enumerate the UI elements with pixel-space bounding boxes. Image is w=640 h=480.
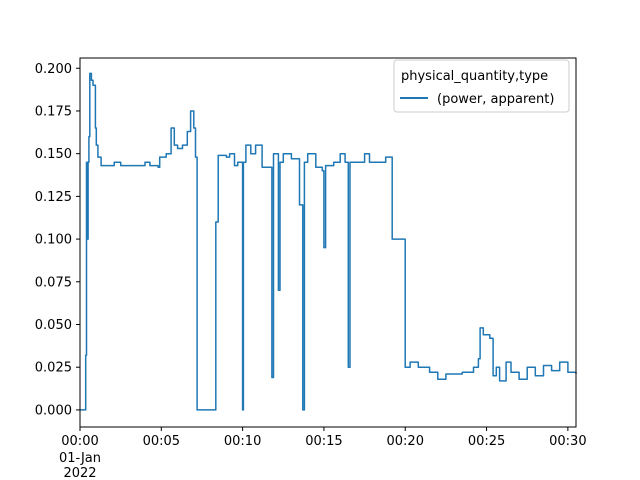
y-tick-label: 0.025	[35, 361, 72, 376]
y-tick-label: 0.125	[35, 190, 72, 205]
legend-entry: (power, apparent)	[437, 92, 554, 107]
x-tick-label: 00:00	[61, 434, 98, 449]
plot-area	[80, 72, 577, 411]
x-tick-label: 00:10	[224, 434, 261, 449]
y-tick-label: 0.100	[35, 233, 72, 248]
axes: 0.000 0.025 0.050 0.075 0.100 0.125 0.150 0.175…	[35, 57, 587, 480]
legend-box	[393, 59, 570, 113]
x-tick-sublabel: 2022	[63, 466, 96, 480]
axes-frame	[79, 57, 577, 428]
x-tick-label: 00:20	[387, 434, 424, 449]
y-tick-label: 0.150	[35, 147, 72, 162]
x-tick-label: 00:30	[549, 434, 586, 449]
x-tick-label: 00:05	[143, 434, 180, 449]
y-tick-label: 0.175	[35, 104, 72, 119]
y-tick-label: 0.075	[35, 275, 72, 290]
y-tick-label: 0.200	[35, 62, 72, 77]
y-tick-label: 0.050	[35, 318, 72, 333]
x-tick-label: 00:25	[468, 434, 505, 449]
legend-title: physical_quantity,type	[401, 69, 548, 84]
legend: physical_quantity,type (power, apparent)	[393, 59, 570, 113]
y-tick-label: 0.000	[35, 403, 72, 418]
series-line-0	[80, 72, 577, 411]
x-tick-sublabel: 01-Jan	[59, 451, 101, 466]
x-tick-label: 00:15	[305, 434, 342, 449]
